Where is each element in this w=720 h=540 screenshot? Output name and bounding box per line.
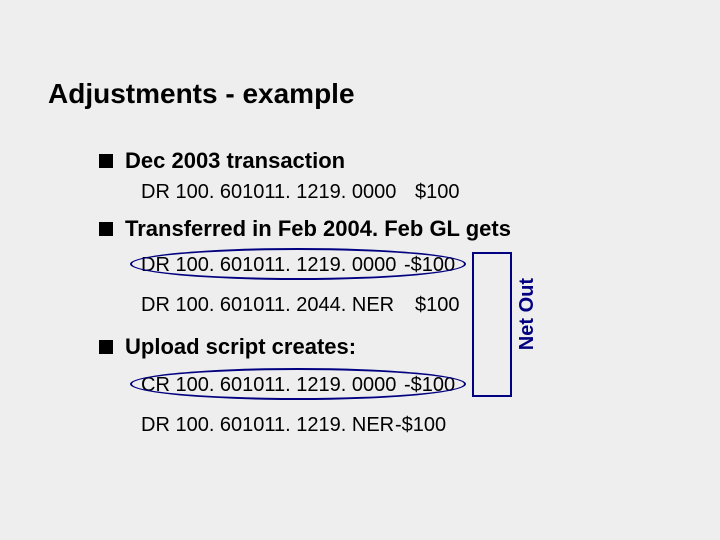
slide-title: Adjustments - example xyxy=(48,78,355,110)
bullet-1-text: Dec 2003 transaction xyxy=(125,148,345,174)
line-5-account: DR 100. 601011. 1219. NER xyxy=(141,414,394,437)
bullet-3-text: Upload script creates: xyxy=(125,334,356,360)
bullet-square-icon xyxy=(99,222,113,236)
ellipse-annotation-2 xyxy=(130,368,466,400)
bullet-2-text: Transferred in Feb 2004. Feb GL gets xyxy=(125,216,511,242)
bullet-square-icon xyxy=(99,154,113,168)
bullet-square-icon xyxy=(99,340,113,354)
line-5-amount: -$100 xyxy=(395,414,446,437)
line-1-amount: $100 xyxy=(415,181,460,204)
net-out-box xyxy=(472,252,512,397)
bullet-3: Upload script creates: xyxy=(99,334,356,360)
line-3-amount: $100 xyxy=(415,294,460,317)
net-out-label: Net Out xyxy=(516,278,539,350)
line-1-account: DR 100. 601011. 1219. 0000 xyxy=(141,181,396,204)
ellipse-annotation-1 xyxy=(130,248,466,280)
bullet-2: Transferred in Feb 2004. Feb GL gets xyxy=(99,216,511,242)
line-3-account: DR 100. 601011. 2044. NER xyxy=(141,294,394,317)
bullet-1: Dec 2003 transaction xyxy=(99,148,345,174)
